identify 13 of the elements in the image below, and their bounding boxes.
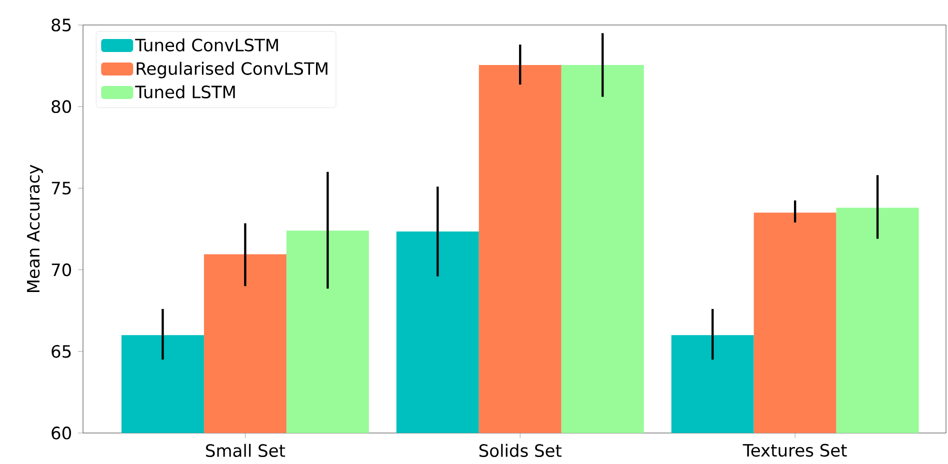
legend-label: Tuned ConvLSTM — [135, 38, 278, 52]
y-tick-label: 85 — [52, 18, 71, 32]
y-tick-label: 80 — [52, 100, 72, 114]
y-tick-label: 70 — [52, 263, 72, 276]
x-tick-label: Textures Set — [742, 444, 847, 457]
legend-label: Regularised ConvLSTM — [136, 62, 328, 78]
x-tick-label: Solids Set — [479, 444, 562, 458]
y-tick-label: 60 — [52, 426, 72, 440]
legend-label: Tuned LSTM — [135, 85, 235, 98]
x-tick-label: Small Set — [206, 444, 286, 458]
y-tick-label: 75 — [52, 182, 71, 195]
y-tick-label: 65 — [52, 344, 71, 358]
y-axis-title: Mean Accuracy — [27, 164, 43, 292]
